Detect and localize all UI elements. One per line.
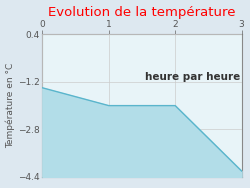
Title: Evolution de la température: Evolution de la température bbox=[48, 6, 236, 19]
Text: heure par heure: heure par heure bbox=[145, 72, 240, 82]
Y-axis label: Température en °C: Température en °C bbox=[6, 63, 15, 148]
